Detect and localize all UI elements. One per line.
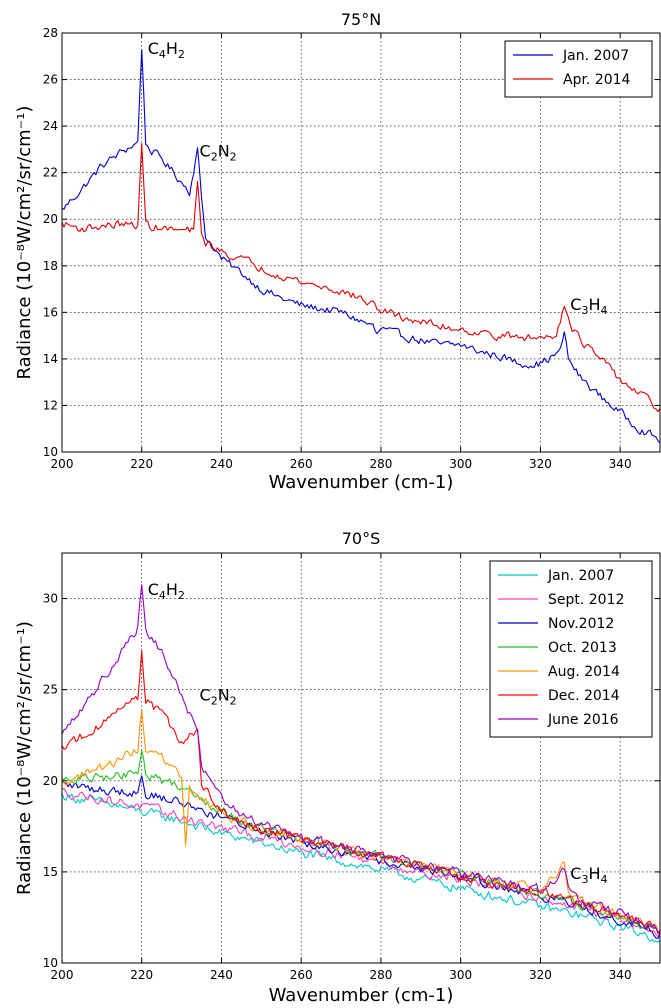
peak-annotation: C3H4 (570, 295, 607, 317)
peak-annotation: C3H4 (570, 864, 607, 886)
x-axis-label: Wavenumber (cm-1) (269, 985, 454, 1006)
legend-label: Jan. 2007 (562, 48, 629, 64)
legend-label: Jan. 2007 (547, 568, 614, 584)
x-tick-label: 340 (609, 457, 632, 471)
peak-annotation: C2N2 (200, 141, 237, 163)
y-tick-label: 25 (43, 683, 58, 697)
x-tick-label: 280 (369, 968, 392, 982)
chart-panel-1: 200 220 240 260 280 300 320 340 10 12 14 16 18 20 22 24… (14, 10, 660, 493)
legend-label: Sept. 2012 (548, 592, 624, 608)
chart-title: 70°S (342, 529, 381, 548)
x-tick-label: 340 (609, 968, 632, 982)
legend: Jan. 2007 Sept. 2012 Nov.2012 Oct. 2013 Aug.… (490, 561, 652, 737)
y-axis-label: Radiance (10⁻⁸W/cm²/sr/cm⁻¹) (14, 621, 35, 895)
x-tick-label: 320 (529, 968, 552, 982)
x-tick-label: 280 (369, 457, 392, 471)
y-tick-label: 10 (43, 445, 58, 459)
legend-label: Aug. 2014 (548, 664, 620, 680)
y-tick-label: 24 (43, 119, 58, 133)
peak-annotation: C4H2 (148, 580, 185, 602)
x-tick-label: 300 (449, 968, 472, 982)
y-tick-label: 30 (43, 592, 58, 606)
y-tick-label: 22 (43, 166, 58, 180)
peak-annotation: C4H2 (148, 39, 185, 61)
y-tick-label: 10 (43, 956, 58, 970)
x-tick-label: 220 (130, 968, 153, 982)
y-tick-label: 14 (43, 352, 58, 366)
chart-title: 75°N (341, 10, 381, 29)
legend: Jan. 2007 Apr. 2014 (505, 41, 652, 97)
x-tick-label: 200 (51, 968, 74, 982)
y-tick-label: 20 (43, 774, 58, 788)
y-tick-label: 12 (43, 398, 58, 412)
x-tick-label: 260 (290, 457, 313, 471)
x-tick-label: 240 (210, 457, 233, 471)
y-tick-label: 15 (43, 865, 58, 879)
x-tick-label: 300 (449, 457, 472, 471)
y-tick-label: 28 (43, 26, 58, 40)
x-tick-label: 220 (130, 457, 153, 471)
y-tick-label: 16 (43, 305, 58, 319)
x-tick-label: 240 (210, 968, 233, 982)
legend-label: June 2016 (547, 712, 619, 728)
chart-panel-2: 200 220 240 260 280 300 320 340 10 15 20 25 30 70°S Wa… (14, 529, 660, 1006)
y-tick-label: 26 (43, 73, 58, 87)
legend-label: Apr. 2014 (563, 72, 631, 88)
x-tick-label: 200 (51, 457, 74, 471)
x-axis-label: Wavenumber (cm-1) (269, 472, 454, 493)
series-line-jan-2007 (62, 50, 660, 443)
y-tick-label: 18 (43, 259, 58, 273)
series-line-aug-2014 (62, 710, 660, 933)
series-line-apr-2014 (62, 144, 660, 412)
legend-label: Nov.2012 (548, 616, 614, 632)
legend-label: Oct. 2013 (548, 640, 617, 656)
legend-label: Dec. 2014 (548, 688, 620, 704)
x-tick-label: 320 (529, 457, 552, 471)
y-axis-label: Radiance (10⁻⁸W/cm²/sr/cm⁻¹) (14, 106, 35, 380)
x-tick-label: 260 (290, 968, 313, 982)
y-tick-label: 20 (43, 212, 58, 226)
peak-annotation: C2N2 (200, 686, 237, 708)
